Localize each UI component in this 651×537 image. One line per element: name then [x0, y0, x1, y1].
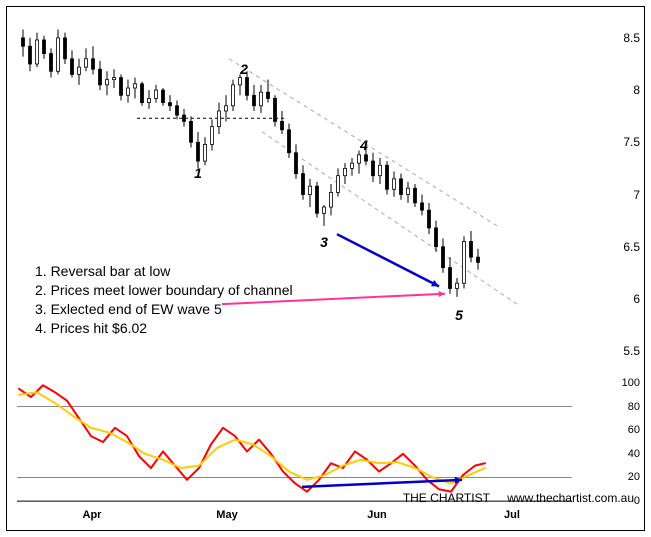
annotation-item: 1. Reversal bar at low: [35, 262, 293, 281]
annotation-item: 2. Prices meet lower boundary of channel: [35, 281, 293, 300]
y-tick-label: 5.5: [623, 344, 640, 358]
y-tick-label: 6: [633, 292, 640, 306]
annotation-item: 4. Prices hit $6.02: [35, 319, 293, 338]
y-tick-label: 7.5: [623, 135, 640, 149]
indicator-y-tick-label: 0: [634, 495, 640, 507]
wave-label: 3: [320, 234, 328, 250]
indicator-y-tick-label: 20: [628, 471, 640, 483]
wave-label: 1: [194, 165, 202, 181]
y-tick-label: 8: [633, 83, 640, 97]
footer: THE CHARTIST www.thechartist.com.au: [403, 491, 634, 505]
x-tick-label: Apr: [83, 509, 102, 521]
y-tick-label: 6.5: [623, 240, 640, 254]
x-tick-label: Jul: [504, 509, 520, 521]
wave-label: 4: [360, 137, 368, 153]
indicator-y-tick-label: 100: [622, 377, 640, 389]
source-url: www.thechartist.com.au: [507, 491, 634, 505]
x-tick-label: May: [216, 509, 237, 521]
x-tick-label: Jun: [367, 509, 387, 521]
brand-label: THE CHARTIST: [403, 491, 490, 505]
annotation-item: 3. Exlected end of EW wave 5: [35, 300, 293, 319]
y-tick-label: 8.5: [623, 31, 640, 45]
wave-label: 2: [240, 61, 248, 77]
wave-label: 5: [455, 307, 463, 323]
chart-frame: 5.5 6 6.5 7 7.5 8 8.5 0 20 40 60 80 100 Apr May Jun Ju…: [6, 6, 645, 531]
y-tick-label: 7: [633, 188, 640, 202]
indicator-y-tick-label: 60: [628, 424, 640, 436]
indicator-y-tick-label: 40: [628, 448, 640, 460]
indicator-y-tick-label: 80: [628, 401, 640, 413]
annotation-list: 1. Reversal bar at low 2. Prices meet lo…: [35, 262, 293, 338]
